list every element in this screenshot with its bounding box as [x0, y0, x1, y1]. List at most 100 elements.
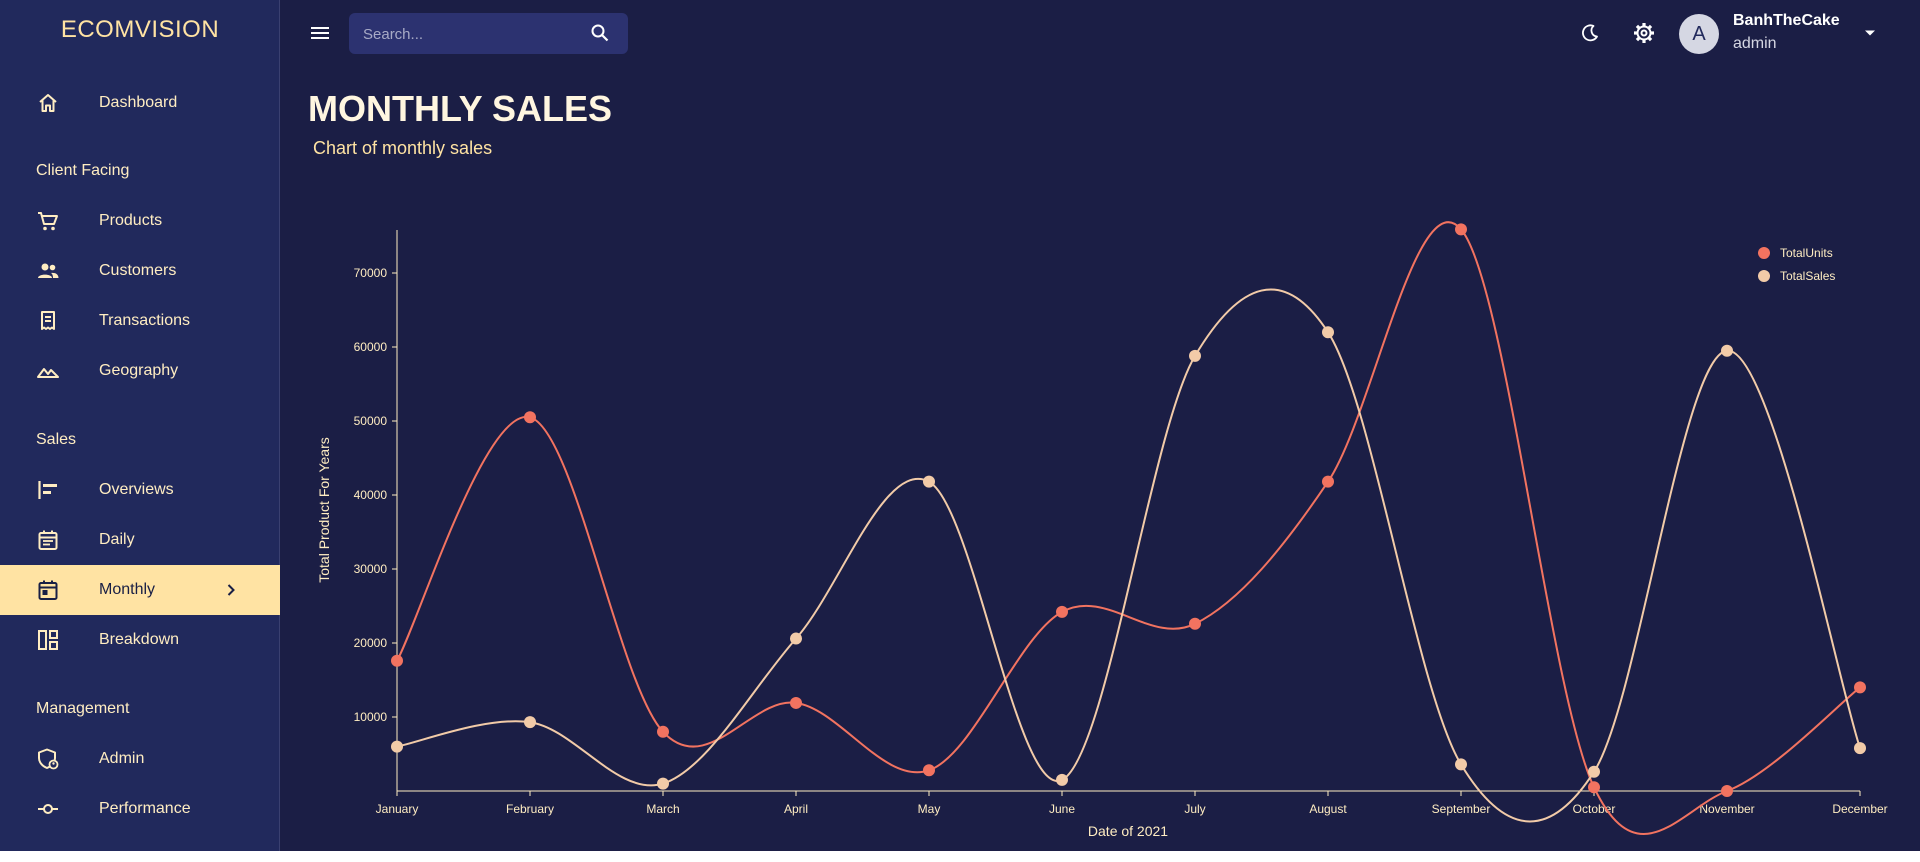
x-tick-label: September — [1432, 802, 1491, 816]
overview-icon — [36, 478, 60, 502]
section-sales: Sales — [36, 431, 77, 448]
sidebar-item-label: Geography — [99, 362, 179, 379]
performance-icon — [36, 797, 60, 821]
x-tick-label: December — [1832, 802, 1887, 816]
user-name: BanhTheCake — [1733, 12, 1840, 29]
y-tick-label: 20000 — [354, 636, 388, 650]
sidebar-item-monthly[interactable]: Monthly — [0, 565, 280, 615]
shopping-cart-icon — [36, 209, 60, 233]
series-line-totalunits — [396, 221, 1861, 835]
sidebar-item-products[interactable]: Products — [0, 196, 280, 246]
data-point-totalsales — [1854, 742, 1866, 755]
data-point-totalsales — [1056, 773, 1068, 786]
sidebar-item-label: Products — [99, 212, 163, 229]
geography-icon — [36, 359, 60, 383]
x-tick-label: May — [918, 802, 941, 816]
x-tick-label: July — [1184, 802, 1205, 816]
legend-label: TotalUnits — [1780, 246, 1833, 260]
data-point-totalunits — [657, 725, 669, 738]
admin-shield-icon — [36, 747, 60, 771]
sidebar-item-admin[interactable]: Admin — [0, 734, 280, 784]
brand-logo: ECOMVISION — [60, 16, 220, 43]
data-point-totalsales — [1322, 326, 1334, 339]
sidebar-item-dashboard[interactable]: Dashboard — [0, 78, 280, 128]
data-point-totalsales — [1588, 765, 1600, 778]
caret-down-icon[interactable] — [1862, 25, 1878, 41]
data-point-totalunits — [391, 654, 403, 667]
data-point-totalsales — [790, 632, 802, 645]
search-bar — [349, 13, 628, 54]
menu-icon — [311, 27, 329, 39]
page-title: MONTHLY SALES — [308, 88, 613, 129]
page-subtitle: Chart of monthly sales — [313, 138, 493, 158]
sidebar-item-transactions[interactable]: Transactions — [0, 296, 280, 346]
x-tick-label: August — [1309, 802, 1347, 816]
menu-button[interactable] — [306, 21, 334, 45]
sidebar-item-label: Dashboard — [99, 94, 178, 111]
daily-calendar-icon — [36, 528, 60, 552]
x-tick-label: January — [376, 802, 419, 816]
x-axis-title: Date of 2021 — [1088, 823, 1168, 839]
data-point-totalunits — [790, 696, 802, 709]
search-icon[interactable] — [590, 23, 610, 43]
dark-mode-toggle[interactable] — [1578, 21, 1602, 45]
data-point-totalunits — [1189, 617, 1201, 630]
section-management: Management — [36, 700, 130, 717]
legend-symbol-totalsales — [1758, 270, 1770, 282]
data-point-totalsales — [1721, 344, 1733, 357]
x-tick-label: March — [646, 802, 679, 816]
search-input[interactable] — [361, 21, 585, 47]
sidebar-item-overviews[interactable]: Overviews — [0, 465, 280, 515]
sidebar-item-label: Overviews — [99, 481, 174, 498]
sidebar-item-performance[interactable]: Performance — [0, 784, 280, 834]
x-tick-label: February — [506, 802, 554, 816]
data-point-totalunits — [1056, 605, 1068, 618]
legend-label: TotalSales — [1780, 269, 1835, 283]
y-tick-label: 10000 — [354, 710, 388, 724]
data-point-totalunits — [923, 764, 935, 777]
x-tick-label: November — [1699, 802, 1754, 816]
data-point-totalunits — [1721, 785, 1733, 797]
sidebar-item-label: Transactions — [99, 312, 190, 329]
data-point-totalsales — [524, 716, 536, 729]
x-tick-label: April — [784, 802, 808, 816]
data-point-totalsales — [1455, 758, 1467, 771]
avatar[interactable]: A — [1679, 14, 1719, 54]
y-axis-title: Total Product For Years — [316, 437, 332, 583]
x-tick-label: June — [1049, 802, 1075, 816]
receipt-icon — [36, 309, 60, 333]
gear-icon — [1634, 23, 1654, 43]
y-tick-label: 50000 — [354, 414, 388, 428]
data-point-totalunits — [524, 411, 536, 424]
y-tick-label: 70000 — [354, 266, 388, 280]
sidebar-item-label: Customers — [99, 262, 177, 279]
y-tick-label: 40000 — [354, 488, 388, 502]
data-point-totalsales — [923, 475, 935, 488]
section-client-facing: Client Facing — [36, 162, 130, 179]
sidebar-item-label: Monthly — [99, 581, 156, 598]
data-point-totalsales — [657, 777, 669, 790]
sidebar-item-daily[interactable]: Daily — [0, 515, 280, 565]
data-point-totalsales — [1189, 349, 1201, 362]
sidebar: ECOMVISION Dashboard Client Facing Produ… — [0, 0, 280, 851]
sidebar-item-label: Daily — [99, 531, 135, 548]
sidebar-item-label: Breakdown — [99, 631, 180, 648]
groups-icon — [36, 259, 60, 283]
breakdown-icon — [36, 628, 60, 652]
data-point-totalunits — [1455, 223, 1467, 236]
sidebar-item-label: Admin — [99, 750, 145, 767]
sidebar-item-label: Performance — [99, 800, 191, 817]
data-point-totalsales — [391, 740, 403, 753]
sidebar-item-breakdown[interactable]: Breakdown — [0, 615, 280, 665]
sidebar-item-geography[interactable]: Geography — [0, 346, 280, 396]
series-line-totalsales — [396, 288, 1861, 823]
sidebar-item-customers[interactable]: Customers — [0, 246, 280, 296]
y-tick-label: 30000 — [354, 562, 388, 576]
user-role: admin — [1733, 35, 1777, 52]
settings-button[interactable] — [1632, 21, 1656, 45]
data-point-totalunits — [1588, 781, 1600, 794]
monthly-calendar-icon — [36, 578, 60, 602]
legend-symbol-totalunits — [1758, 247, 1770, 259]
